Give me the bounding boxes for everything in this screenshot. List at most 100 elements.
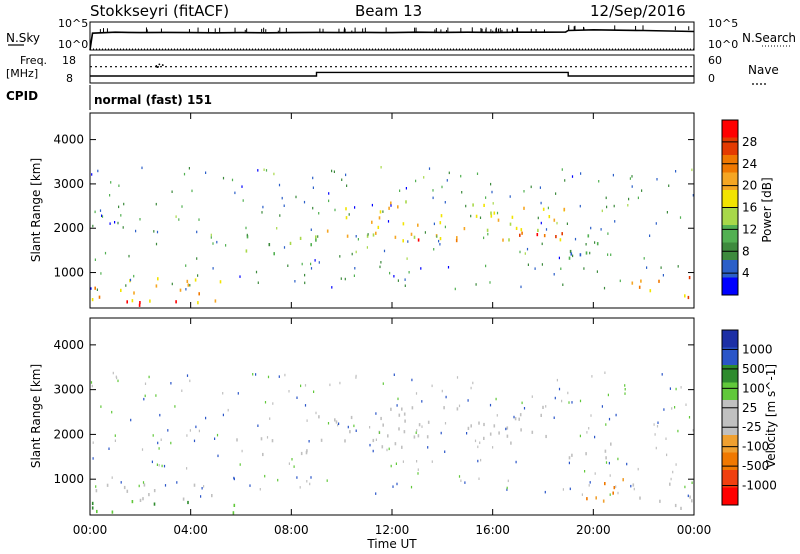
data-speck xyxy=(441,389,443,393)
nsky-label: N.Sky xyxy=(6,31,40,45)
data-speck xyxy=(496,211,499,215)
data-speck xyxy=(246,233,248,237)
data-speck xyxy=(460,479,462,482)
data-speck xyxy=(144,394,146,398)
data-speck xyxy=(334,208,336,212)
data-speck xyxy=(613,204,615,208)
data-speck xyxy=(369,426,371,429)
data-cell xyxy=(439,237,442,241)
data-cell xyxy=(382,423,384,427)
data-speck xyxy=(470,386,472,390)
data-cell xyxy=(417,238,420,242)
data-speck xyxy=(607,393,609,397)
data-speck xyxy=(637,196,639,200)
data-speck xyxy=(266,436,269,439)
data-speck xyxy=(390,464,392,468)
data-speck xyxy=(605,196,607,200)
data-speck xyxy=(294,280,296,283)
data-speck xyxy=(408,271,410,274)
y-tick-label: 3000 xyxy=(53,177,84,191)
data-speck xyxy=(476,172,479,175)
data-cell xyxy=(688,276,691,280)
data-speck xyxy=(656,178,658,181)
data-cell xyxy=(639,496,641,500)
data-speck xyxy=(186,434,188,437)
data-speck xyxy=(355,374,357,378)
data-cell xyxy=(403,412,406,416)
data-cell xyxy=(493,424,496,428)
data-cell xyxy=(518,417,520,421)
data-speck xyxy=(509,195,511,198)
colorbar-segment xyxy=(722,347,738,365)
data-speck xyxy=(269,417,271,420)
data-cell xyxy=(139,498,142,502)
data-speck xyxy=(653,423,655,426)
data-speck xyxy=(123,202,125,206)
colorbar-segment xyxy=(722,400,738,418)
data-speck xyxy=(167,429,169,432)
data-cell xyxy=(523,206,525,210)
data-speck xyxy=(684,485,686,489)
data-speck xyxy=(590,414,592,417)
data-cell xyxy=(268,243,271,247)
data-cell xyxy=(470,424,472,428)
data-speck xyxy=(691,481,693,484)
data-cell xyxy=(315,238,317,242)
data-speck xyxy=(448,171,450,175)
data-cell xyxy=(521,231,523,235)
data-speck xyxy=(598,180,600,183)
data-speck xyxy=(534,267,536,270)
freq-right-top: 60 xyxy=(708,54,722,67)
freq-label-line1: Freq. xyxy=(20,54,47,67)
data-speck xyxy=(142,481,145,484)
data-speck xyxy=(520,285,522,289)
noise-series xyxy=(89,25,695,51)
data-speck xyxy=(432,196,434,200)
data-speck xyxy=(304,404,307,407)
data-speck xyxy=(331,169,333,173)
data-speck xyxy=(99,209,102,212)
data-speck xyxy=(541,242,543,246)
data-speck xyxy=(348,213,350,216)
noise-right-top: 10^5 xyxy=(708,17,738,30)
data-speck xyxy=(347,425,349,429)
data-speck xyxy=(662,274,664,277)
data-cell xyxy=(443,406,445,410)
data-speck xyxy=(382,382,384,385)
data-cell xyxy=(350,415,353,420)
data-cell xyxy=(381,445,384,449)
data-speck xyxy=(561,168,563,171)
data-speck xyxy=(589,251,591,255)
data-speck xyxy=(495,397,497,401)
colorbar-segment xyxy=(722,470,738,488)
data-speck xyxy=(420,267,422,270)
data-speck xyxy=(339,381,341,385)
data-speck xyxy=(380,261,382,264)
data-cell xyxy=(394,442,397,446)
data-speck xyxy=(591,375,593,378)
colorbar-tick-label: 24 xyxy=(742,157,757,171)
colorbar-tick-label: 20 xyxy=(742,179,757,193)
data-speck xyxy=(479,441,481,444)
data-cell xyxy=(142,497,144,501)
beam-title: Beam 13 xyxy=(355,2,422,20)
data-speck xyxy=(541,263,543,266)
data-cell xyxy=(377,225,380,229)
data-speck xyxy=(261,211,263,214)
nave-point xyxy=(158,63,161,66)
data-speck xyxy=(393,275,395,278)
data-cell xyxy=(553,218,556,222)
data-speck xyxy=(189,429,191,432)
data-speck xyxy=(571,401,573,404)
data-speck xyxy=(242,199,244,202)
nave-point xyxy=(155,65,158,67)
data-speck xyxy=(567,391,569,395)
data-speck xyxy=(318,261,320,264)
colorbar-segment xyxy=(722,260,738,278)
data-speck xyxy=(544,490,546,494)
data-speck xyxy=(129,278,132,282)
data-speck xyxy=(263,168,265,171)
data-cell xyxy=(411,406,414,410)
data-speck xyxy=(222,176,225,180)
colorbar-tick-label: 25 xyxy=(742,401,757,415)
